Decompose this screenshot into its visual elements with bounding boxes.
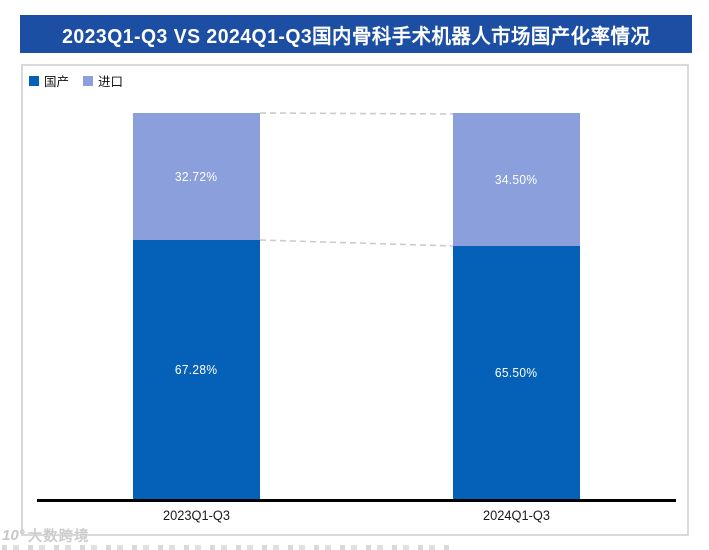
legend-swatch-domestic — [29, 75, 39, 86]
x-axis-label-2024: 2024Q1-Q3 — [482, 508, 551, 523]
watermark: 10° 大数跨境 — [2, 525, 90, 546]
x-axis-line — [37, 499, 676, 502]
legend: 国产 进口 — [29, 71, 123, 90]
bar-2023-import-label: 32.72% — [175, 169, 218, 184]
legend-label-domestic: 国产 — [44, 75, 70, 89]
bar-2023-domestic-label: 67.28% — [175, 362, 218, 377]
bar-2024-domestic-segment: 65.50% — [453, 246, 580, 499]
bar-2023-domestic-segment: 67.28% — [133, 240, 260, 499]
x-axis-label-2023: 2023Q1-Q3 — [162, 508, 231, 523]
chart-title: 2023Q1-Q3 VS 2024Q1-Q3国内骨科手术机器人市场国产化率情况 — [61, 25, 651, 48]
watermark-logo-icon: 10° — [2, 527, 25, 544]
clipped-caption-text — [2, 545, 452, 550]
bar-2023-import-segment: 32.72% — [133, 113, 260, 240]
bar-2024-domestic-label: 65.50% — [495, 365, 538, 380]
watermark-text: 大数跨境 — [27, 529, 90, 545]
plot-area-panel — [21, 64, 689, 536]
legend-label-import: 进口 — [98, 75, 124, 89]
chart-title-banner: 2023Q1-Q3 VS 2024Q1-Q3国内骨科手术机器人市场国产化率情况 — [20, 15, 692, 53]
legend-swatch-import — [83, 75, 94, 86]
bar-2024-import-segment: 34.50% — [453, 113, 580, 246]
bar-2024-import-label: 34.50% — [495, 172, 538, 187]
legend-item-domestic: 国产 — [29, 71, 69, 90]
legend-item-import: 进口 — [83, 71, 123, 90]
